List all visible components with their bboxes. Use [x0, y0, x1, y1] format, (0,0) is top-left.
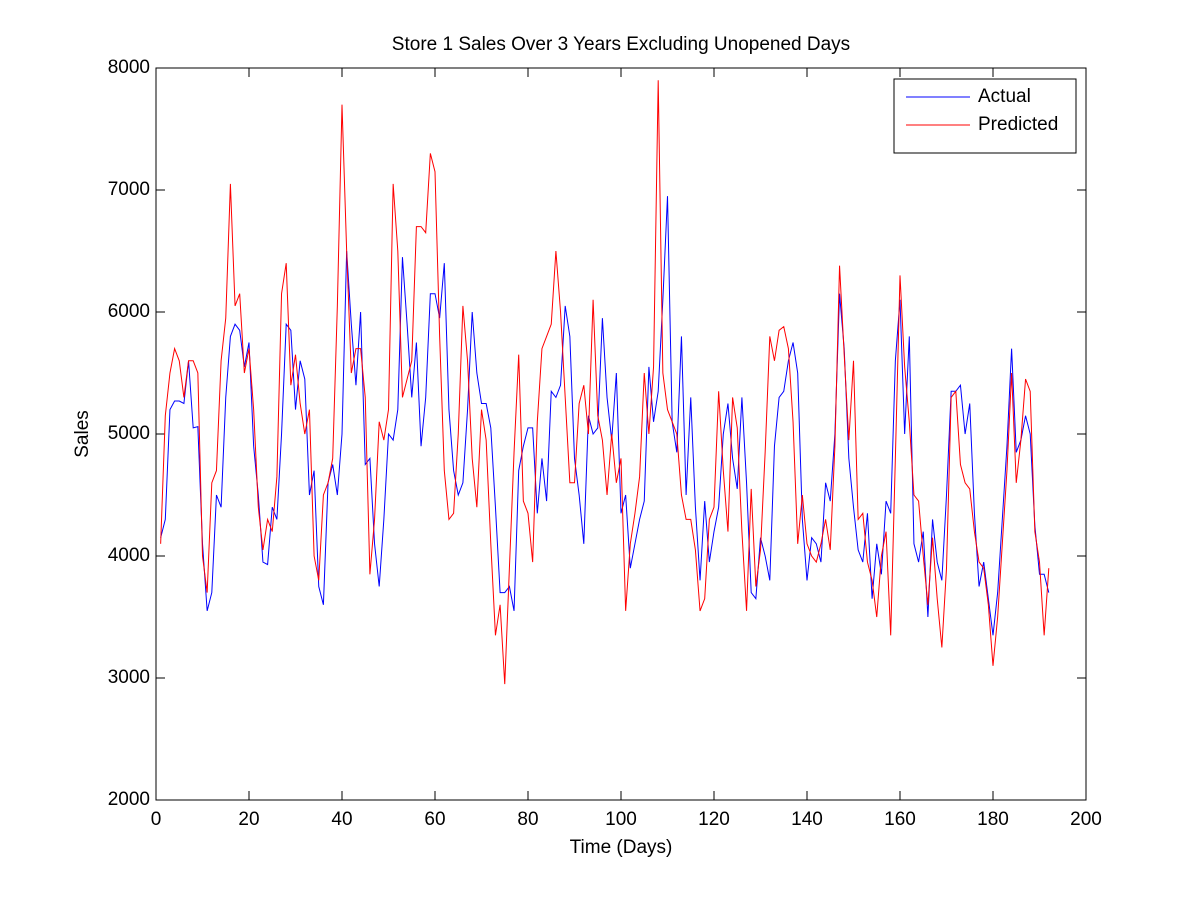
x-tick-label: 40 — [331, 809, 352, 830]
legend-box — [893, 78, 1077, 154]
x-tick-label: 160 — [884, 809, 916, 830]
plot-frame — [155, 67, 1087, 801]
y-tick-label: 4000 — [108, 545, 150, 566]
y-tick-label: 5000 — [108, 423, 150, 444]
y-axis-label: Sales — [72, 410, 93, 458]
y-tick-label: 8000 — [108, 57, 150, 78]
x-tick-label: 20 — [238, 809, 259, 830]
chart-title: Store 1 Sales Over 3 Years Excluding Uno… — [392, 34, 850, 55]
y-tick-label: 7000 — [108, 179, 150, 200]
x-axis-label: Time (Days) — [570, 837, 673, 858]
data-line — [160, 196, 1050, 636]
x-tick-label: 120 — [698, 809, 730, 830]
x-tick-label: 180 — [977, 809, 1009, 830]
x-tick-label: 200 — [1070, 809, 1102, 830]
y-tick-label: 3000 — [108, 667, 150, 688]
x-tick-label: 0 — [151, 809, 162, 830]
legend-label: Predicted — [978, 114, 1058, 135]
y-tick-label: 2000 — [108, 789, 150, 810]
x-tick-label: 100 — [605, 809, 637, 830]
x-tick-label: 140 — [791, 809, 823, 830]
x-tick-label: 80 — [517, 809, 538, 830]
x-tick-label: 60 — [424, 809, 445, 830]
data-line — [160, 80, 1050, 685]
y-tick-label: 6000 — [108, 301, 150, 322]
legend-label: Actual — [978, 86, 1031, 107]
